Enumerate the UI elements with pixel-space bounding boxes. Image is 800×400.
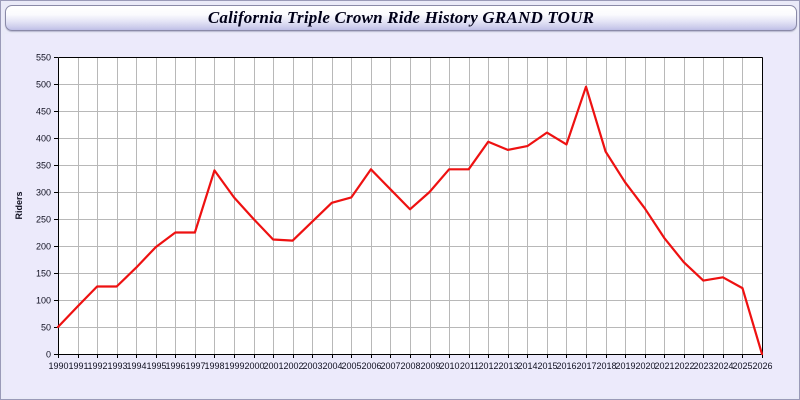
svg-text:2008: 2008 bbox=[400, 361, 420, 371]
svg-text:500: 500 bbox=[36, 80, 51, 90]
page-title: California Triple Crown Ride History GRA… bbox=[207, 8, 595, 27]
svg-text:550: 550 bbox=[36, 53, 51, 63]
svg-text:0: 0 bbox=[46, 350, 51, 360]
svg-text:2007: 2007 bbox=[380, 361, 400, 371]
svg-text:1990: 1990 bbox=[48, 361, 68, 371]
svg-text:150: 150 bbox=[36, 269, 51, 279]
svg-text:2009: 2009 bbox=[420, 361, 440, 371]
svg-text:1998: 1998 bbox=[204, 361, 224, 371]
svg-text:200: 200 bbox=[36, 242, 51, 252]
svg-text:2022: 2022 bbox=[674, 361, 694, 371]
svg-text:2005: 2005 bbox=[341, 361, 361, 371]
y-axis-tick-labels: 0 50 100 150 200 250 300 350 400 450 500 550 bbox=[36, 53, 58, 360]
svg-text:2019: 2019 bbox=[615, 361, 635, 371]
svg-text:2024: 2024 bbox=[713, 361, 733, 371]
svg-text:450: 450 bbox=[36, 107, 51, 117]
svg-text:2011: 2011 bbox=[460, 361, 479, 371]
svg-text:400: 400 bbox=[36, 134, 51, 144]
chart-plot-container: 0 50 100 150 200 250 300 350 400 450 500 550 1990 19… bbox=[5, 34, 797, 397]
svg-text:2013: 2013 bbox=[498, 361, 518, 371]
svg-text:2018: 2018 bbox=[596, 361, 616, 371]
svg-text:2023: 2023 bbox=[693, 361, 713, 371]
svg-text:1994: 1994 bbox=[126, 361, 146, 371]
y-axis-title: Riders bbox=[14, 191, 24, 219]
svg-text:50: 50 bbox=[41, 323, 51, 333]
svg-text:2026: 2026 bbox=[752, 361, 772, 371]
svg-text:2014: 2014 bbox=[517, 361, 537, 371]
data-series-line bbox=[56, 85, 764, 356]
svg-text:1995: 1995 bbox=[146, 361, 166, 371]
svg-text:2001: 2001 bbox=[263, 361, 283, 371]
title-bar: California Triple Crown Ride History GRA… bbox=[5, 5, 797, 31]
svg-text:250: 250 bbox=[36, 215, 51, 225]
svg-text:Riders: Riders bbox=[14, 191, 24, 219]
svg-text:2020: 2020 bbox=[635, 361, 655, 371]
svg-text:2010: 2010 bbox=[439, 361, 459, 371]
svg-text:1999: 1999 bbox=[224, 361, 244, 371]
svg-text:1997: 1997 bbox=[185, 361, 205, 371]
svg-text:2003: 2003 bbox=[302, 361, 322, 371]
svg-text:1991: 1991 bbox=[68, 361, 88, 371]
svg-text:2015: 2015 bbox=[537, 361, 557, 371]
svg-text:2025: 2025 bbox=[732, 361, 752, 371]
svg-text:2012: 2012 bbox=[478, 361, 498, 371]
svg-text:2002: 2002 bbox=[283, 361, 303, 371]
svg-text:1992: 1992 bbox=[87, 361, 107, 371]
svg-text:300: 300 bbox=[36, 188, 51, 198]
svg-text:2017: 2017 bbox=[576, 361, 596, 371]
svg-text:2006: 2006 bbox=[361, 361, 381, 371]
svg-text:1993: 1993 bbox=[107, 361, 127, 371]
svg-text:350: 350 bbox=[36, 161, 51, 171]
svg-text:2016: 2016 bbox=[556, 361, 576, 371]
svg-text:2000: 2000 bbox=[244, 361, 264, 371]
svg-text:2021: 2021 bbox=[654, 361, 674, 371]
svg-text:2004: 2004 bbox=[322, 361, 342, 371]
svg-text:100: 100 bbox=[36, 296, 51, 306]
svg-text:1996: 1996 bbox=[165, 361, 185, 371]
